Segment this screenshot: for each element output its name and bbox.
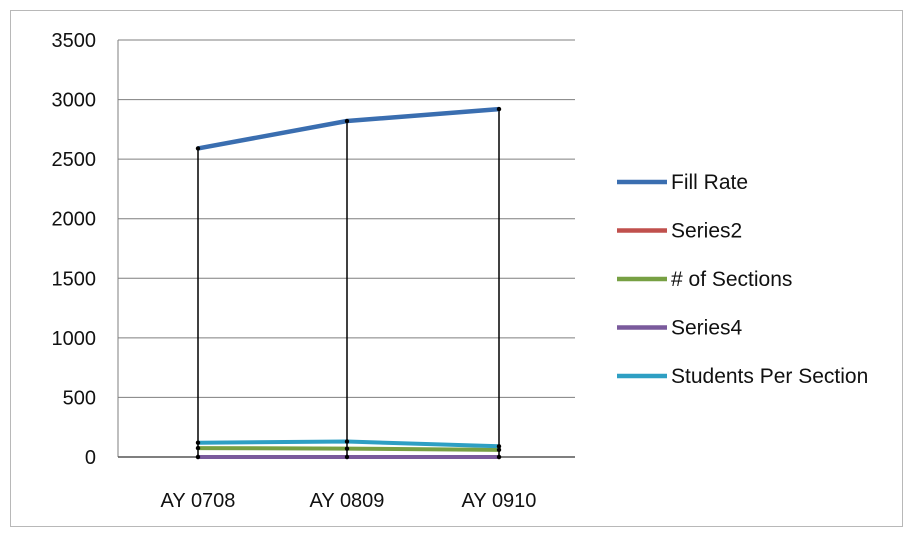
data-point: [496, 454, 502, 460]
series-lines: [195, 106, 502, 460]
y-tick-label: 0: [85, 447, 96, 469]
data-point: [344, 446, 350, 451]
data-point: [344, 439, 350, 444]
drop-lines: [197, 109, 500, 457]
chart-frame: [10, 10, 903, 527]
legend-label: Series2: [671, 220, 742, 243]
legend-label: Series4: [671, 317, 743, 340]
y-tick-label: 1500: [52, 268, 97, 290]
data-point: [195, 146, 201, 151]
legend-label: Fill Rate: [671, 171, 748, 194]
legend-label: Students Per Section: [671, 365, 868, 388]
data-point: [496, 447, 502, 453]
x-axis: AY 0708 AY 0809 AY 0910: [161, 490, 537, 512]
y-tick-label: 1000: [52, 328, 97, 350]
data-point: [195, 445, 201, 451]
y-tick-label: 2000: [52, 209, 97, 231]
data-point: [344, 454, 350, 460]
legend: Fill Rate Series2 # of Sections Series4 Stud…: [617, 171, 868, 388]
data-point: [195, 440, 201, 445]
data-point: [344, 118, 350, 124]
y-tick-label: 500: [63, 387, 96, 409]
y-axis: 0 500 1000 1500 2000 2500 3000 3500: [52, 30, 575, 469]
y-tick-label: 3500: [52, 30, 97, 52]
y-tick-label: 3000: [52, 90, 97, 112]
data-point: [496, 106, 502, 112]
data-point: [496, 444, 502, 449]
x-tick-label: AY 0809: [310, 490, 385, 512]
x-tick-label: AY 0708: [161, 490, 236, 512]
data-point: [195, 454, 201, 460]
y-tick-label: 2500: [52, 149, 97, 171]
legend-label: # of Sections: [671, 268, 792, 291]
series-line: [197, 106, 500, 151]
x-tick-label: AY 0910: [462, 490, 537, 512]
